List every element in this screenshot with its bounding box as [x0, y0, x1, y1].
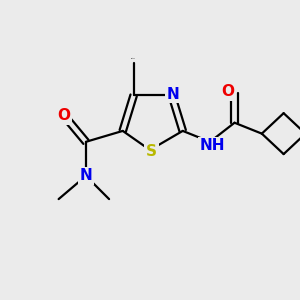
Text: N: N	[167, 87, 180, 102]
Text: N: N	[80, 168, 92, 183]
Text: O: O	[221, 84, 234, 99]
Text: NH: NH	[200, 138, 226, 153]
Text: S: S	[146, 144, 157, 159]
Text: methyl: methyl	[131, 57, 136, 59]
Text: O: O	[58, 108, 70, 123]
